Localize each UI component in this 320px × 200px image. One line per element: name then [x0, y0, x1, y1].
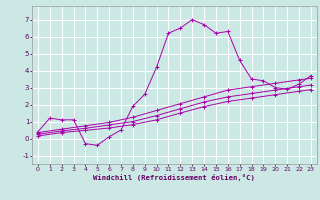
X-axis label: Windchill (Refroidissement éolien,°C): Windchill (Refroidissement éolien,°C)	[93, 174, 255, 181]
